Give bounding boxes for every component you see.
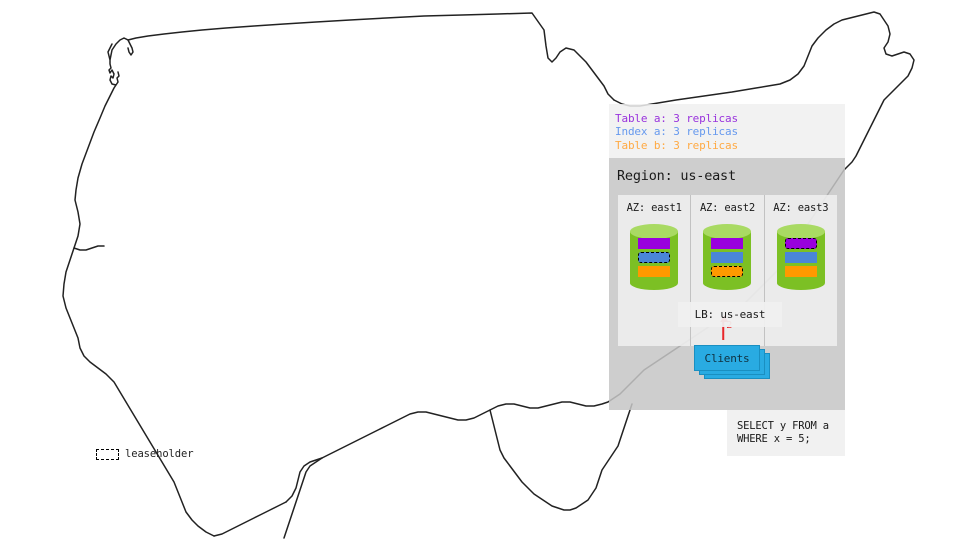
availability-zone-east1: AZ: east1 <box>618 195 690 346</box>
load-balancer-label: LB: us-east <box>694 308 766 321</box>
replica-band-table-b <box>784 266 817 277</box>
legend-row-index-a: Index a: 3 replicas <box>615 125 738 139</box>
sql-query-line-1: SELECT y FROM a <box>737 420 829 432</box>
leaseholder-legend-label: leaseholder <box>125 448 194 460</box>
replica-band-table-b <box>638 266 671 277</box>
database-cylinder-icon <box>630 224 679 290</box>
region-title: Region: us-east <box>617 168 736 184</box>
sql-query-box: SELECT y FROM a WHERE x = 5; <box>727 410 845 456</box>
replica-legend-panel: Table a: 3 replicas Index a: 3 replicas … <box>609 104 845 158</box>
replica-band-table-a <box>638 238 671 249</box>
replica-band-index-a <box>784 252 817 263</box>
database-cylinder-icon <box>703 224 752 290</box>
replica-band-table-a <box>711 238 744 249</box>
clients-stack: Clients <box>694 345 770 379</box>
replica-band-index-a-leaseholder <box>638 252 671 263</box>
replica-band-index-a <box>711 252 744 263</box>
replica-band-group <box>777 238 825 277</box>
leaseholder-legend: leaseholder <box>96 448 194 460</box>
replica-band-group <box>630 238 678 277</box>
cylinder-top <box>703 224 752 239</box>
clients-label: Clients <box>704 351 750 365</box>
database-cylinder-icon <box>776 224 825 290</box>
cylinder-top <box>776 224 825 239</box>
load-balancer-box: LB: us-east <box>678 302 782 327</box>
replica-band-group <box>703 238 751 277</box>
replica-band-table-a-leaseholder <box>784 238 817 249</box>
az-label-east2: AZ: east2 <box>699 202 756 214</box>
sql-query-line-2: WHERE x = 5; <box>737 433 811 445</box>
replica-band-table-b-leaseholder <box>711 266 744 277</box>
availability-zone-east3: AZ: east3 <box>763 195 837 346</box>
az-label-east3: AZ: east3 <box>773 202 829 214</box>
cylinder-top <box>630 224 679 239</box>
dashed-rectangle-icon <box>96 448 119 460</box>
availability-zone-east2: AZ: east2 2 <box>690 195 763 346</box>
az-label-east1: AZ: east1 <box>626 202 682 214</box>
legend-row-table-a: Table a: 3 replicas <box>615 112 738 125</box>
clients-card-front: Clients <box>694 345 760 371</box>
legend-row-table-b: Table b: 3 replicas <box>615 138 738 152</box>
